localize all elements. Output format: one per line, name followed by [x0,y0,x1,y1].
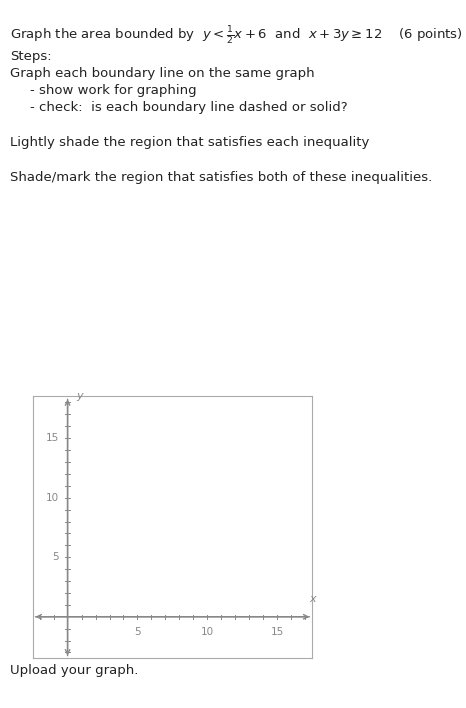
Text: Shade/mark the region that satisfies both of these inequalities.: Shade/mark the region that satisfies bot… [10,171,432,184]
Text: Graph the area bounded by  $y < \frac{1}{2}x+6$  and  $x+3y \geq 12$    (6 point: Graph the area bounded by $y < \frac{1}{… [10,25,463,47]
Text: 10: 10 [201,627,214,637]
Text: 5: 5 [53,552,59,562]
Text: Lightly shade the region that satisfies each inequality: Lightly shade the region that satisfies … [10,136,370,149]
Text: Upload your graph.: Upload your graph. [10,664,138,677]
Text: Steps:: Steps: [10,50,52,62]
Text: x: x [309,594,316,604]
Text: - check:  is each boundary line dashed or solid?: - check: is each boundary line dashed or… [30,101,348,113]
Text: - show work for graphing: - show work for graphing [30,84,197,96]
Text: y: y [76,392,82,401]
Text: 5: 5 [134,627,141,637]
Text: 10: 10 [46,493,59,503]
Text: Graph each boundary line on the same graph: Graph each boundary line on the same gra… [10,67,315,80]
Text: 15: 15 [46,433,59,443]
Text: 15: 15 [271,627,284,637]
